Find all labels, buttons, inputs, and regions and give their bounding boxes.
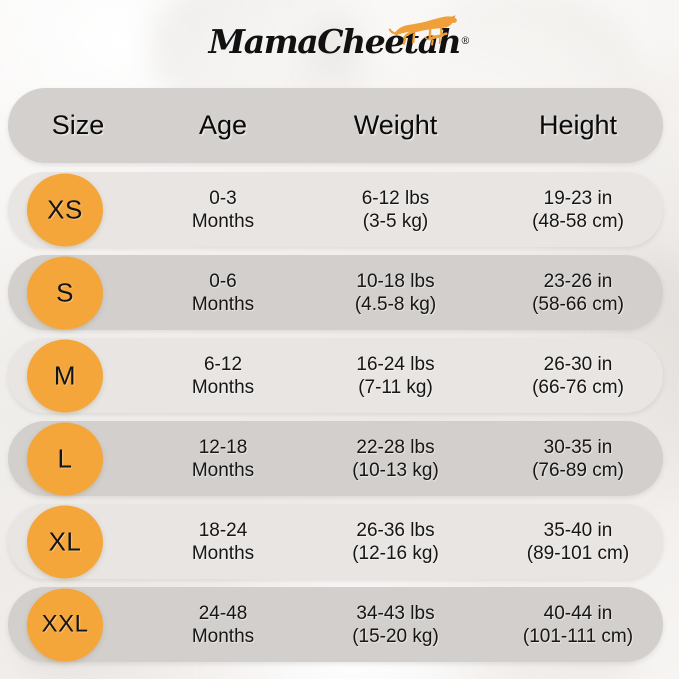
cell-weight-primary: 10-18 lbs (356, 270, 435, 292)
cell-weight: 22-28 lbs (10-13 kg) (298, 436, 493, 482)
cell-weight-primary: 22-28 lbs (356, 436, 435, 458)
cell-age: 6-12 Months (148, 353, 298, 399)
cell-height: 26-30 in (66-76 cm) (493, 353, 663, 399)
cell-height: 30-35 in (76-89 cm) (493, 436, 663, 482)
cell-age-secondary: Months (191, 542, 255, 564)
cell-weight-secondary: (12-16 kg) (352, 542, 439, 564)
cell-age: 12-18 Months (148, 436, 298, 482)
cell-age: 0-3 Months (148, 187, 298, 233)
brand-name: MamaCheetah® (209, 22, 471, 61)
size-chart-table: Size Age Weight Height XS 0-3 Months 6-1… (8, 88, 663, 662)
cell-weight: 26-36 lbs (12-16 kg) (298, 519, 493, 565)
registered-trademark-symbol: ® (460, 36, 471, 47)
cell-height: 40-44 in (101-111 cm) (493, 602, 663, 648)
size-badge-m: M (27, 339, 103, 412)
cell-age-primary: 12-18 (198, 436, 248, 458)
cell-age-secondary: Months (191, 293, 255, 315)
size-badge-xs: XS (27, 173, 103, 246)
table-row: M 6-12 Months 16-24 lbs (7-11 kg) 26-30 … (8, 338, 663, 413)
cell-weight-secondary: (10-13 kg) (352, 459, 439, 481)
brand-logo: MamaCheetah® (0, 15, 679, 66)
cell-height-secondary: (76-89 cm) (532, 459, 624, 481)
cell-height-secondary: (66-76 cm) (532, 376, 624, 398)
cell-age-primary: 0-6 (209, 270, 237, 292)
table-row: XXL 24-48 Months 34-43 lbs (15-20 kg) 40… (8, 587, 663, 662)
size-badge-xl: XL (27, 505, 103, 578)
cell-weight-primary: 34-43 lbs (356, 602, 435, 624)
size-badge-xxl: XXL (27, 588, 103, 661)
cell-age-secondary: Months (191, 625, 255, 647)
cell-weight: 6-12 lbs (3-5 kg) (298, 187, 493, 233)
cell-weight: 34-43 lbs (15-20 kg) (298, 602, 493, 648)
size-badge-label: XL (48, 526, 82, 557)
cell-age: 0-6 Months (148, 270, 298, 316)
cell-height-primary: 23-26 in (543, 270, 613, 292)
cell-height-secondary: (48-58 cm) (532, 210, 624, 232)
cell-weight: 16-24 lbs (7-11 kg) (298, 353, 493, 399)
cell-weight-secondary: (15-20 kg) (352, 625, 439, 647)
column-header-size: Size (51, 110, 105, 140)
cell-weight-primary: 16-24 lbs (356, 353, 435, 375)
cell-age-primary: 24-48 (198, 602, 248, 624)
size-badge-s: S (27, 256, 103, 329)
cell-age-secondary: Months (191, 376, 255, 398)
cell-age-primary: 0-3 (209, 187, 237, 209)
table-row: L 12-18 Months 22-28 lbs (10-13 kg) 30-3… (8, 421, 663, 496)
cell-age-primary: 6-12 (203, 353, 243, 375)
cell-weight: 10-18 lbs (4.5-8 kg) (298, 270, 493, 316)
size-badge-label: XXL (41, 610, 89, 638)
column-header-age: Age (198, 110, 248, 140)
cell-height: 35-40 in (89-101 cm) (493, 519, 663, 565)
cell-age: 18-24 Months (148, 519, 298, 565)
cell-height-secondary: (101-111 cm) (522, 625, 634, 647)
table-row: XS 0-3 Months 6-12 lbs (3-5 kg) 19-23 in… (8, 172, 663, 247)
cell-height-primary: 40-44 in (543, 602, 613, 624)
cell-height: 23-26 in (58-66 cm) (493, 270, 663, 316)
cell-age-primary: 18-24 (198, 519, 248, 541)
size-badge-label: XS (47, 194, 83, 225)
table-header-row: Size Age Weight Height (8, 88, 663, 163)
size-badge-l: L (27, 422, 103, 495)
table-row: XL 18-24 Months 26-36 lbs (12-16 kg) 35-… (8, 504, 663, 579)
cell-height-secondary: (89-101 cm) (526, 542, 630, 564)
cell-weight-primary: 6-12 lbs (361, 187, 430, 209)
cell-weight-secondary: (3-5 kg) (362, 210, 429, 232)
column-header-weight: Weight (353, 110, 438, 140)
cell-height: 19-23 in (48-58 cm) (493, 187, 663, 233)
cell-height-primary: 26-30 in (543, 353, 613, 375)
cell-height-primary: 19-23 in (543, 187, 613, 209)
brand-name-text: MamaCheetah (208, 22, 462, 61)
cell-age-secondary: Months (191, 210, 255, 232)
size-badge-label: S (56, 277, 74, 308)
cell-age-secondary: Months (191, 459, 255, 481)
cell-weight-secondary: (7-11 kg) (358, 376, 433, 398)
cell-height-primary: 30-35 in (543, 436, 613, 458)
cell-weight-primary: 26-36 lbs (356, 519, 435, 541)
cell-height-primary: 35-40 in (543, 519, 613, 541)
cell-weight-secondary: (4.5-8 kg) (354, 293, 437, 315)
size-badge-label: M (53, 360, 77, 391)
table-row: S 0-6 Months 10-18 lbs (4.5-8 kg) 23-26 … (8, 255, 663, 330)
column-header-height: Height (538, 110, 618, 140)
cell-age: 24-48 Months (148, 602, 298, 648)
size-badge-label: L (57, 443, 73, 474)
cell-height-secondary: (58-66 cm) (532, 293, 624, 315)
